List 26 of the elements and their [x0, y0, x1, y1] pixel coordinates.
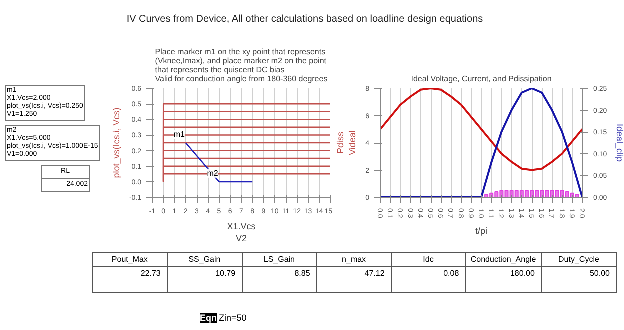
text: 10.79	[216, 269, 236, 278]
x-axis-title: X1.Vcs V2	[227, 222, 256, 244]
category-label: SS_Gain	[167, 252, 242, 267]
annotation: m1	[174, 130, 186, 139]
category-label: Duty_Cycle	[541, 252, 616, 267]
y2-axis-title: Ideal_clip	[615, 124, 624, 162]
text: 0.08	[444, 269, 460, 278]
category-label: n_max	[316, 252, 392, 267]
y-axis-title: plot_vs(Ics.i, Vcs)	[111, 108, 122, 178]
annotation: m2	[207, 168, 219, 178]
chart-title: Place marker m1 on the xy point that represents (Vknee,Imax), and place marker m2 on the point that represents the quiscent DC bias Valid for conduction angle from 180-360 degrees	[155, 48, 328, 84]
category-label: Conduction_Angle	[466, 252, 542, 267]
y-axis-title: Pdiss Videal	[336, 130, 358, 156]
category-label: Pout_Max	[92, 252, 168, 267]
text: 180.00	[510, 269, 535, 278]
text: Eqn	[200, 313, 217, 323]
text: 50.00	[590, 269, 610, 278]
text: 22.73	[140, 269, 161, 278]
text: 47.12	[364, 269, 385, 278]
text: 8.85	[294, 269, 310, 278]
category-label: Idc	[391, 252, 466, 267]
text: IV Curves from Device, All other calculations based on loadline design equations	[126, 13, 484, 27]
x-axis-title: t/pi	[475, 226, 488, 236]
category-label: LS_Gain	[242, 252, 317, 267]
text: Zin=50	[219, 313, 247, 323]
chart-title: Ideal Voltage, Current, and Pdissipation	[411, 74, 552, 84]
